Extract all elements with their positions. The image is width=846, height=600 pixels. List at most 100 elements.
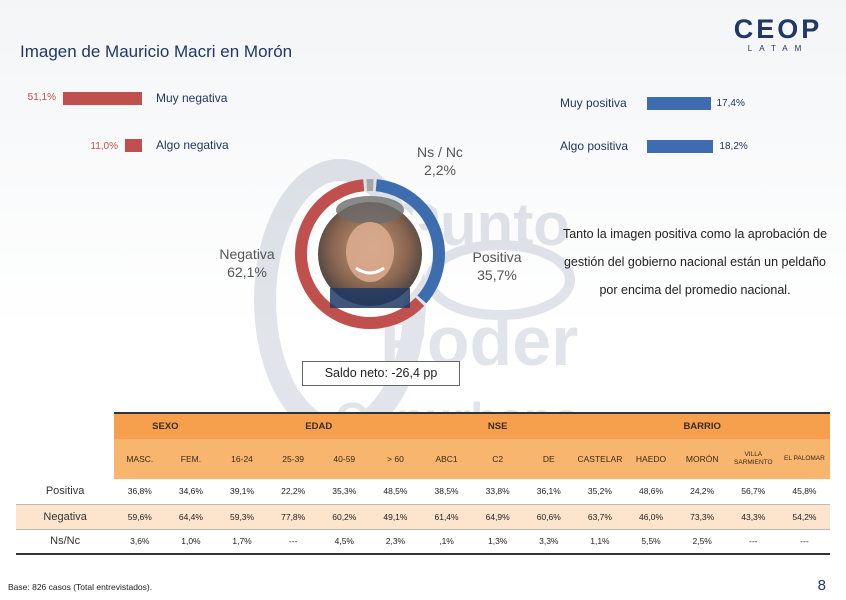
nsnc-label: Ns / Nc	[417, 144, 463, 160]
table-cell: 1,1%	[574, 529, 626, 555]
column-header: VILLA SARMIENTO	[727, 439, 779, 479]
column-header: 25-39	[267, 439, 319, 479]
muy-negativa-bar	[63, 92, 143, 105]
donut-positiva-text: Positiva 35,7%	[458, 248, 536, 284]
table-cell: 5,5%	[625, 529, 677, 555]
table-cell: 43,3%	[727, 504, 779, 530]
table-row: Negativa 59,6% 64,4% 59,3% 77,8% 60,2% 49,1% 61…	[16, 504, 830, 530]
column-header: FEM.	[165, 439, 217, 479]
muy-positiva-label: Muy positiva	[560, 96, 627, 110]
muy-negativa-label: Muy negativa	[156, 91, 228, 105]
portrait-face	[346, 222, 394, 282]
table-cell: 59,3%	[216, 504, 268, 530]
column-header: MASC.	[114, 439, 166, 479]
algo-negativa-pct: 11,0%	[90, 141, 118, 152]
column-header: MORÓN	[676, 439, 728, 479]
table-cell: 77,8%	[267, 504, 319, 530]
row-label: Positiva	[16, 479, 115, 505]
saldo-neto-box: Saldo neto: -26,4 pp	[302, 361, 460, 386]
column-header: > 60	[369, 439, 421, 479]
negativa-pct: 62,1%	[227, 264, 267, 280]
table-cell: 24,2%	[676, 479, 728, 505]
column-header: EL PALOMAR	[778, 439, 830, 479]
donut-nsnc-text: Ns / Nc 2,2%	[402, 143, 478, 179]
portrait-suit	[330, 288, 410, 308]
muy-negativa-pct: 51,1%	[27, 92, 56, 103]
table-cell: 35,2%	[574, 479, 626, 505]
image-donut-chart	[290, 170, 450, 338]
portrait-hair	[336, 196, 404, 224]
table-cell: 46,0%	[625, 504, 677, 530]
ceop-logo: CEOP LATAM	[728, 14, 828, 53]
algo-negativa-label: Algo negativa	[156, 138, 229, 152]
column-header: 16-24	[216, 439, 268, 479]
donut-slice-negativa	[295, 179, 425, 329]
column-header: CASTELAR	[574, 439, 626, 479]
algo-positiva-pct: 18,2%	[719, 141, 748, 152]
column-header: DE	[523, 439, 575, 479]
table-column-header: MASC. FEM. 16-24 25-39 40-59 > 60 ABC1 C2 DE CAST…	[16, 439, 830, 479]
algo-positiva-label: Algo positiva	[560, 139, 629, 153]
donut-negativa-text: Negativa 62,1%	[207, 245, 287, 281]
donut-slice-positiva	[375, 179, 445, 304]
table-cell: 45,8%	[778, 479, 830, 505]
table-cell: 3,3%	[523, 529, 575, 555]
table-cell: 48,6%	[625, 479, 677, 505]
table-cell: 35,3%	[318, 479, 370, 505]
muy-positiva-pct: 17,4%	[716, 98, 745, 109]
table-cell: 60,2%	[318, 504, 370, 530]
table-cell: 56,7%	[727, 479, 779, 505]
table-cell: ---	[727, 529, 779, 555]
table-row: Positiva 36,8% 34,6% 39,1% 22,2% 35,3% 48,5% 38…	[16, 479, 830, 505]
table-cell: 2,3%	[369, 529, 421, 555]
column-header: HAEDO	[625, 439, 677, 479]
summary-note: Tanto la imagen positiva como la aprobac…	[562, 227, 828, 297]
negativa-label: Negativa	[219, 246, 275, 262]
algo-positiva-bar	[647, 140, 714, 153]
table-cell: 64,4%	[165, 504, 217, 530]
table-cell: 54,2%	[778, 504, 830, 530]
page-number: 8	[817, 577, 826, 594]
group-nse: NSE	[420, 412, 575, 439]
table-cell: 61,4%	[420, 504, 473, 530]
row-label: Ns/Nc	[16, 529, 115, 555]
table-row: Ns/Nc 3,6% 1,0% 1,7% --- 4,5% 2,3% ,1% 1,3% 3,3% 1…	[16, 529, 830, 555]
muy-positiva-bar	[647, 97, 711, 110]
table-cell: 2,5%	[676, 529, 728, 555]
table-cell: ,1%	[420, 529, 473, 555]
table-cell: 39,1%	[216, 479, 268, 505]
table-cell: 48,5%	[369, 479, 421, 505]
table-cell: 59,6%	[114, 504, 166, 530]
table-cell: 3,6%	[114, 529, 166, 555]
column-header: 40-59	[318, 439, 370, 479]
table-cell: 49,1%	[369, 504, 421, 530]
page-title: Imagen de Mauricio Macri en Morón	[20, 42, 293, 61]
donut-svg	[295, 179, 445, 329]
table-cell: ---	[267, 529, 319, 555]
crosstab-table: SEXO EDAD NSE BARRIO MASC. FEM. 16-24 25-39…	[16, 412, 830, 555]
table-cell: 33,8%	[472, 479, 524, 505]
group-edad: EDAD	[216, 412, 421, 439]
table-cell: 73,3%	[676, 504, 728, 530]
table-cell: 64,9%	[472, 504, 524, 530]
logo-sub: LATAM	[747, 44, 809, 53]
table-cell: 1,3%	[472, 529, 524, 555]
table-cell: 1,0%	[165, 529, 217, 555]
table-cell: 4,5%	[318, 529, 370, 555]
positiva-pct: 35,7%	[477, 267, 517, 283]
table-cell: ---	[778, 529, 830, 555]
positiva-label: Positiva	[472, 249, 522, 265]
table-cell: 63,7%	[574, 504, 626, 530]
table-cell: 38,5%	[420, 479, 473, 505]
group-sexo: SEXO	[114, 412, 217, 439]
table-cell: 1,7%	[216, 529, 268, 555]
algo-negativa-bar	[125, 139, 143, 152]
table-group-header: SEXO EDAD NSE BARRIO	[16, 412, 830, 439]
column-header: ABC1	[420, 439, 473, 479]
table-cell: 34,6%	[165, 479, 217, 505]
group-barrio: BARRIO	[574, 412, 830, 439]
table-cell: 22,2%	[267, 479, 319, 505]
column-header: C2	[472, 439, 524, 479]
base-footnote: Base: 826 casos (Total entrevistados).	[8, 582, 153, 592]
row-label: Negativa	[16, 504, 115, 530]
